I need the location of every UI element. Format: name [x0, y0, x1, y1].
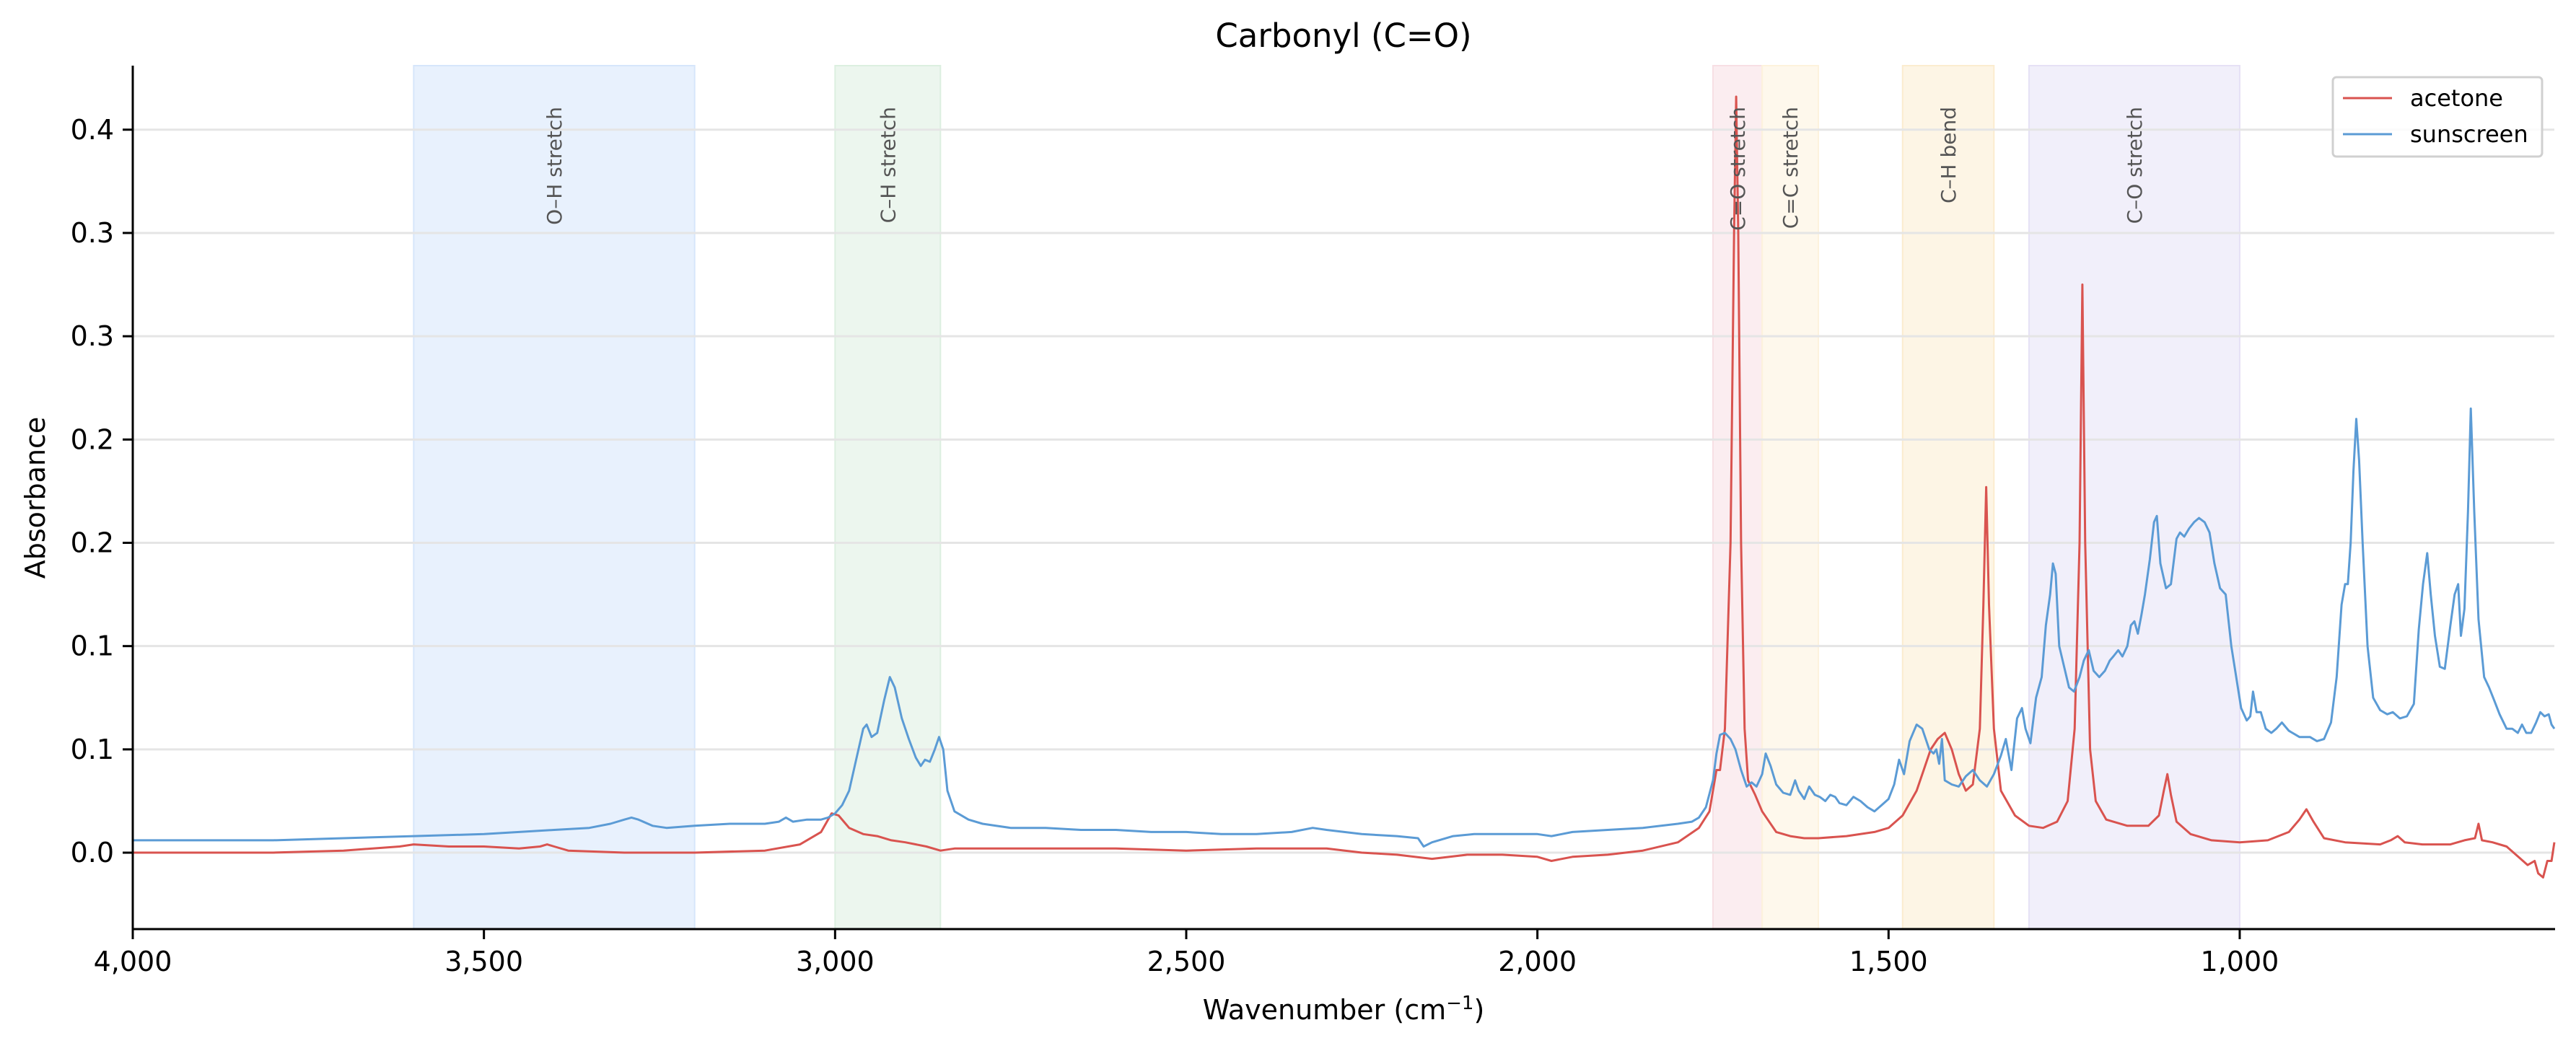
band-o-h-stretch — [413, 65, 696, 930]
x-tick-label: 3,000 — [796, 946, 875, 977]
y-tick-label: 0.2 — [71, 423, 114, 455]
x-axis-title: Wavenumber (cm−1) — [1203, 993, 1485, 1026]
series-acetone — [133, 95, 2556, 879]
functional-group-bands — [413, 65, 2240, 930]
band-label-o-h-stretch: O–H stretch — [543, 107, 566, 225]
x-tick-label: 1,500 — [1849, 946, 1928, 977]
band-label-c-h-bend: C–H bend — [1937, 107, 1961, 203]
chart-title: Carbonyl (C=O) — [1215, 17, 1471, 55]
y-tick-label: 0.0 — [71, 837, 114, 868]
band-label-c-o-stretch: C=O stretch — [1726, 107, 1750, 231]
x-tick-label: 4,000 — [94, 946, 172, 977]
band-label-c-c-stretch: C=C stretch — [1779, 107, 1802, 229]
band-c-c-stretch — [1761, 65, 1819, 930]
x-tick-label: 3,500 — [444, 946, 523, 977]
legend: acetone sunscreen — [2331, 76, 2544, 158]
band-label-c-o-stretch: C–O stretch — [2123, 107, 2147, 224]
legend-label-acetone: acetone — [2410, 84, 2503, 112]
legend-label-sunscreen: sunscreen — [2410, 120, 2528, 148]
y-axis-ticks: 0.0 0.1 0.1 0.2 0.2 0.3 0.3 0.4 — [71, 114, 133, 868]
x-tick-label: 2,500 — [1147, 946, 1226, 977]
band-labels: O–H stretch C–H stretch C=O stretch C=C str… — [543, 107, 2147, 231]
y-tick-label: 0.1 — [71, 734, 114, 765]
axes — [131, 66, 2555, 931]
band-c-o-stretch — [2028, 65, 2240, 930]
y-tick-label: 0.3 — [71, 320, 114, 352]
x-tick-label: 2,000 — [1498, 946, 1577, 977]
y-tick-label: 0.1 — [71, 630, 114, 662]
y-tick-label: 0.4 — [71, 114, 114, 146]
y-gridlines — [133, 128, 2554, 854]
y-tick-label: 0.2 — [71, 527, 114, 559]
x-tick-label: 1,000 — [2201, 946, 2279, 977]
y-tick-label: 0.3 — [71, 217, 114, 249]
spectra-series — [133, 95, 2556, 879]
series-sunscreen — [133, 407, 2556, 848]
y-axis-title: Absorbance — [19, 417, 51, 579]
x-axis-ticks: 4,000 3,500 3,000 2,500 2,000 1,500 1,000 — [94, 929, 2279, 977]
band-label-c-h-stretch: C–H stretch — [876, 107, 900, 223]
band-c-h-stretch — [834, 65, 942, 930]
